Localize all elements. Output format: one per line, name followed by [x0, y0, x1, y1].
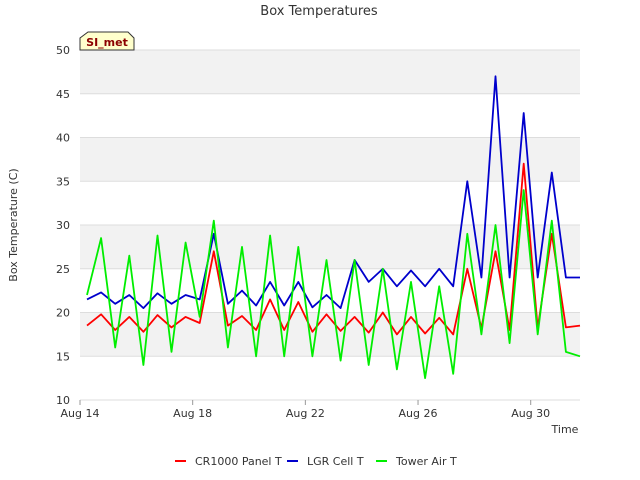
site-badge-label: SI_met [86, 36, 128, 49]
x-tick-label: Aug 30 [511, 407, 550, 420]
y-tick-label: 20 [56, 307, 70, 320]
y-tick-label: 10 [56, 394, 70, 407]
x-tick-label: Aug 14 [61, 407, 100, 420]
x-axis-ticks: Aug 14 Aug 18 Aug 22 Aug 26 Aug 30 [61, 400, 550, 420]
legend-label: CR1000 Panel T [195, 455, 282, 468]
x-axis-label: Time [551, 423, 579, 436]
grid-band [80, 137, 580, 182]
y-tick-label: 40 [56, 132, 70, 145]
chart-title: Box Temperatures [260, 4, 378, 19]
series-line-3 [86, 189, 581, 380]
x-tick-label: Aug 26 [399, 407, 438, 420]
y-tick-label: 35 [56, 175, 70, 188]
grid-band [80, 50, 580, 94]
y-axis-ticks: 10 15 20 25 30 35 40 45 50 [56, 44, 70, 407]
y-tick-label: 50 [56, 44, 70, 57]
y-tick-label: 25 [56, 263, 70, 276]
legend-label: LGR Cell T [307, 455, 364, 468]
series-line-2 [86, 75, 580, 310]
y-axis-label: Box Temperature (C) [7, 168, 20, 281]
x-tick-label: Aug 22 [286, 407, 325, 420]
y-tick-label: 30 [56, 219, 70, 232]
y-tick-label: 15 [56, 350, 70, 363]
legend: CR1000 Panel T LGR Cell T Tower Air T [175, 455, 457, 468]
x-tick-label: Aug 18 [173, 407, 212, 420]
grid-bands [80, 50, 580, 357]
series-layer [86, 75, 581, 380]
site-badge: SI_met [79, 31, 135, 51]
y-tick-label: 45 [56, 88, 70, 101]
legend-label: Tower Air T [395, 455, 457, 468]
